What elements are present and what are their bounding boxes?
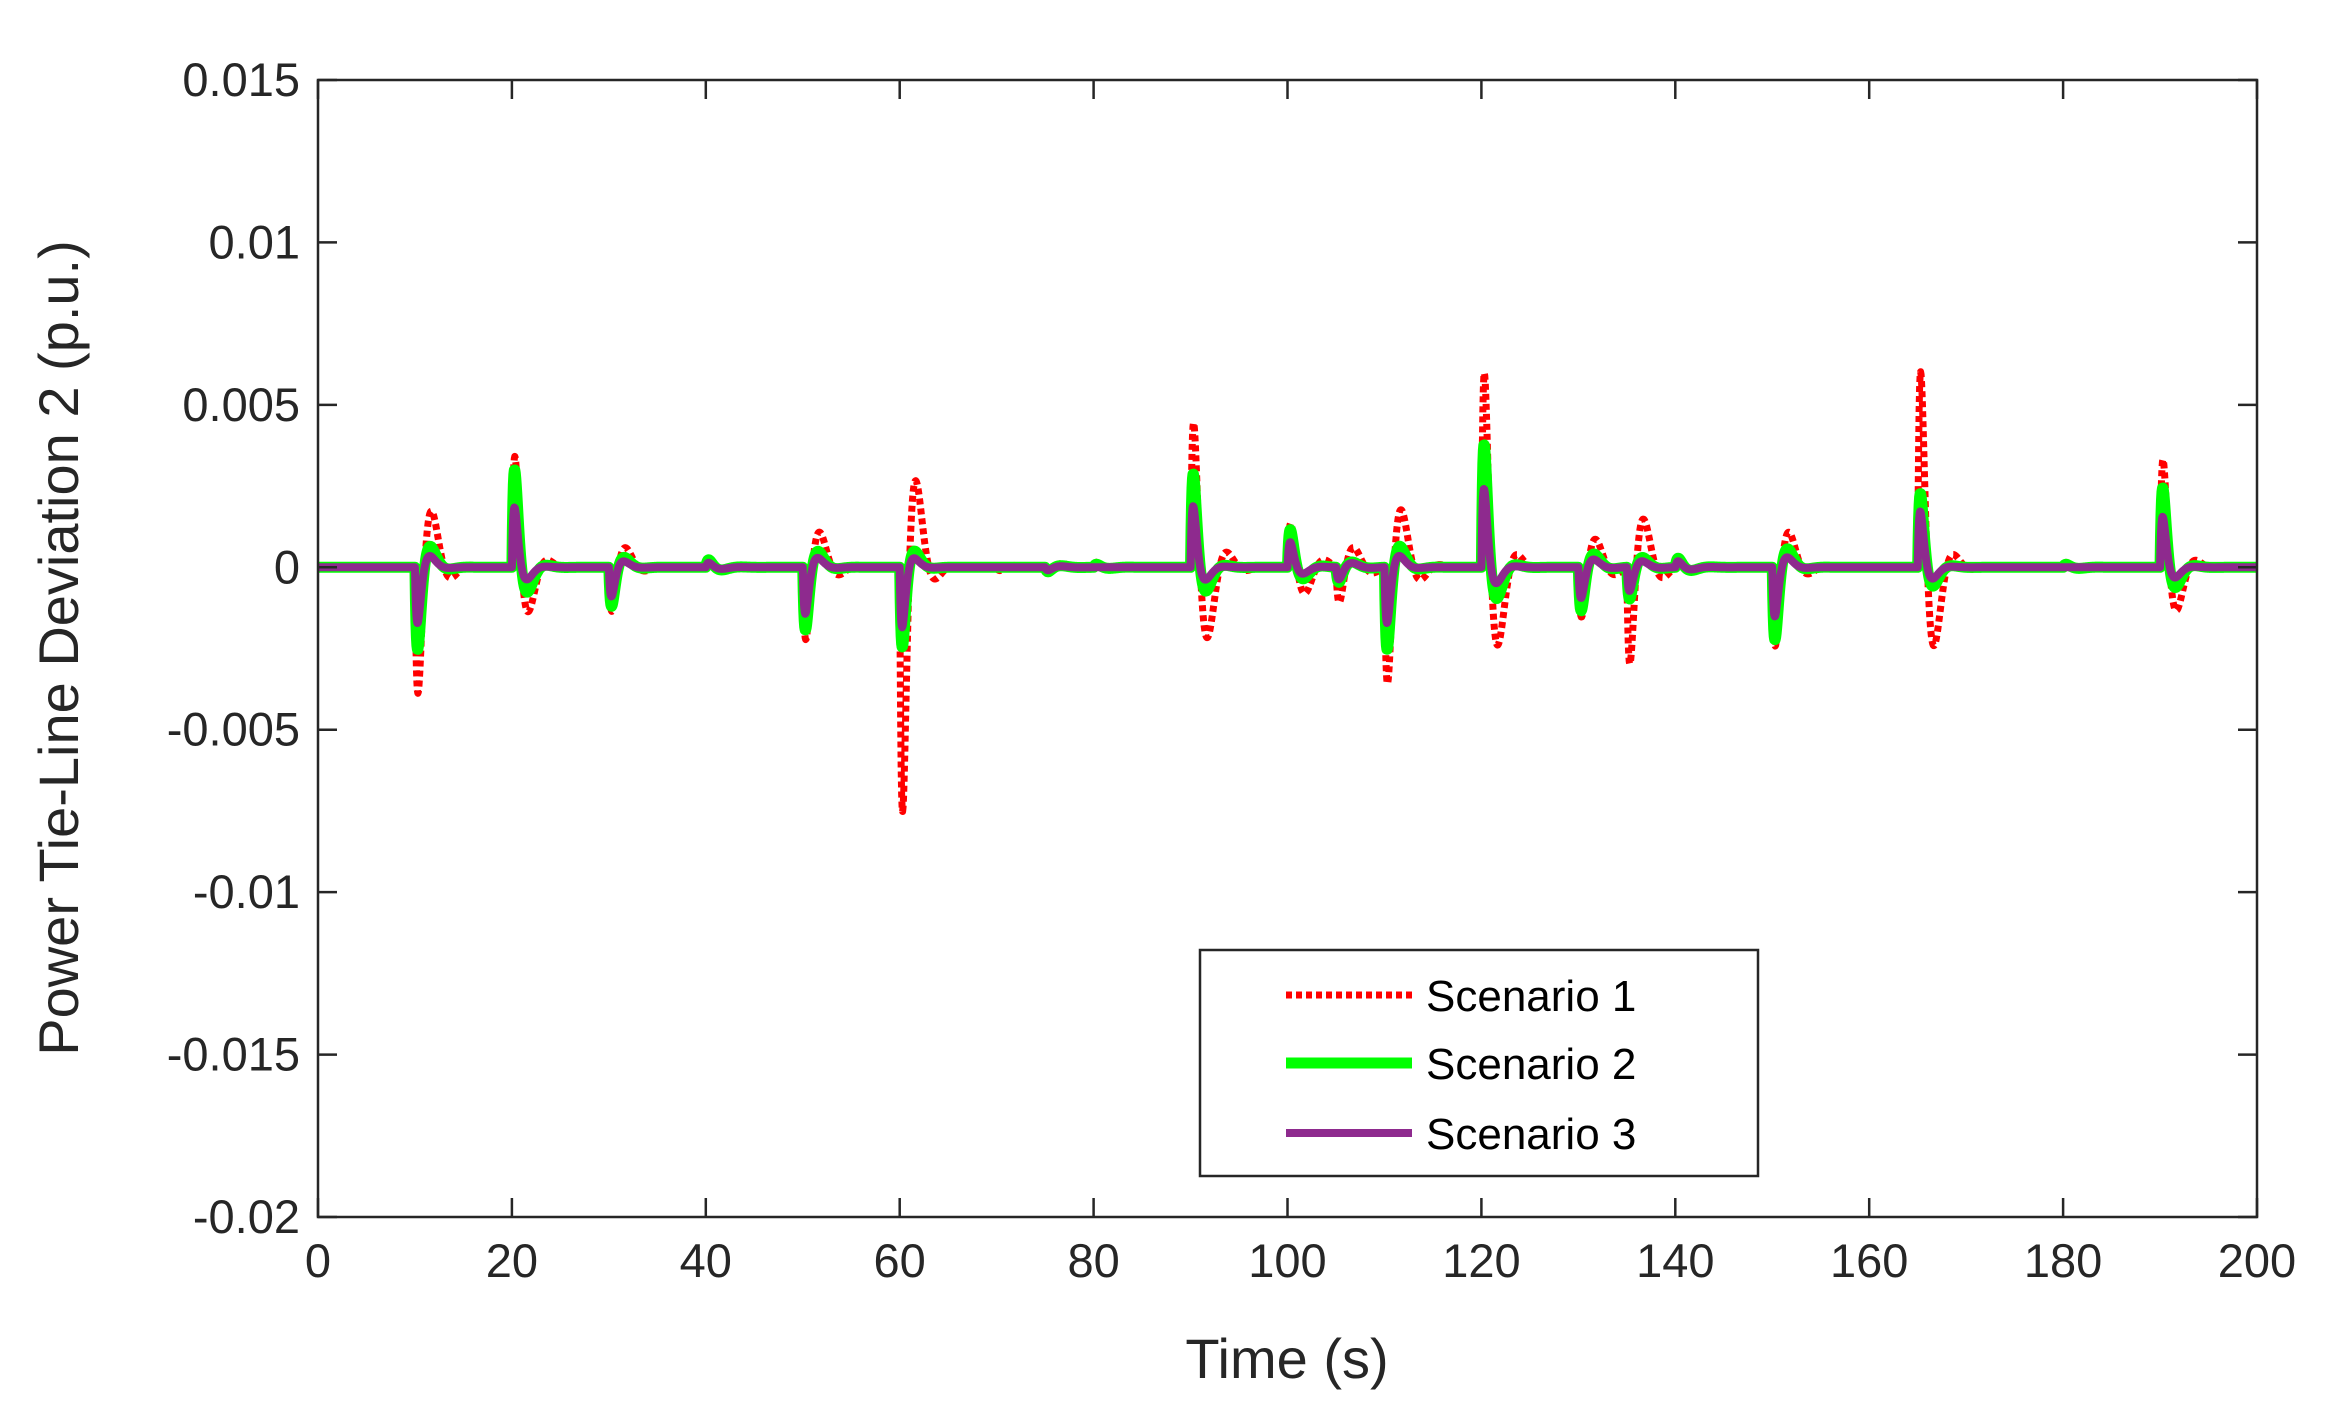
x-tick-label: 180 — [2024, 1234, 2102, 1287]
y-tick-label: -0.01 — [193, 865, 300, 918]
x-tick-label: 40 — [680, 1234, 732, 1287]
x-tick-label: 80 — [1067, 1234, 1119, 1287]
axes-layer: 0 20 40 60 80 100 120 140 160 180 200 -0.02 -0.015 -0… — [167, 53, 2296, 1287]
legend-label-scenario-3: Scenario 3 — [1426, 1110, 1636, 1159]
y-tick-label: 0.005 — [182, 378, 300, 431]
x-tick-label: 140 — [1636, 1234, 1714, 1287]
y-tick-label: 0.015 — [182, 53, 300, 106]
legend-label-scenario-2: Scenario 2 — [1426, 1040, 1636, 1089]
x-tick-label: 60 — [874, 1234, 926, 1287]
y-axis-title: Power Tie-Line Deviation 2 (p.u.) — [27, 240, 90, 1056]
series-line-scenario-3 — [318, 484, 2257, 632]
y-tick-label: 0.01 — [209, 215, 300, 268]
legend: Scenario 1 Scenario 2 Scenario 3 — [1198, 948, 1760, 1178]
y-tick-label: 0 — [274, 540, 300, 593]
y-tick-label: -0.005 — [167, 703, 300, 756]
x-tick-label: 160 — [1830, 1234, 1908, 1287]
x-tick-label: 120 — [1442, 1234, 1520, 1287]
y-tick-label: -0.02 — [193, 1190, 300, 1243]
x-axis-title: Time (s) — [1185, 1327, 1388, 1390]
x-tick-label: 20 — [486, 1234, 538, 1287]
x-tick-label: 100 — [1248, 1234, 1326, 1287]
series-layer — [318, 368, 2257, 815]
legend-label-scenario-1: Scenario 1 — [1426, 972, 1636, 1021]
x-tick-label: 0 — [305, 1234, 331, 1287]
y-tick-label: -0.015 — [167, 1028, 300, 1081]
x-tick-label: 200 — [2218, 1234, 2296, 1287]
